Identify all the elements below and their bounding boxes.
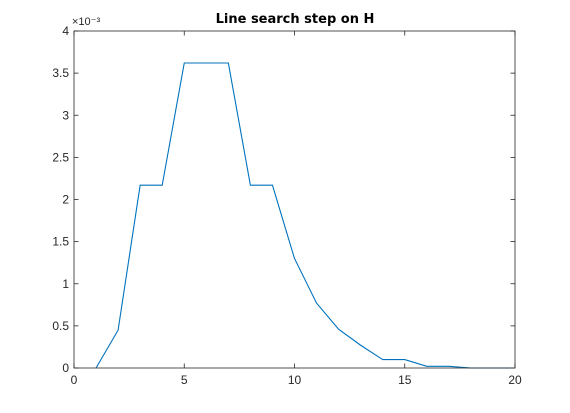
y-tick-label: 0.5 xyxy=(52,319,69,333)
plot-area-box xyxy=(73,30,516,369)
y-tick-label: 3 xyxy=(62,108,69,122)
y-tick-label: 1.5 xyxy=(52,235,69,249)
chart-title: Line search step on H xyxy=(216,12,375,27)
y-tick-label: 4 xyxy=(62,24,69,38)
y-tick-label: 2.5 xyxy=(52,150,69,164)
y-exponent-label: ×10⁻³ xyxy=(72,16,100,28)
y-tick-label: 0 xyxy=(62,361,69,375)
x-tick-label: 10 xyxy=(288,373,302,387)
x-tick-label: 5 xyxy=(181,373,188,387)
series-line-0 xyxy=(95,62,515,369)
y-tick-label: 1 xyxy=(62,277,69,291)
x-tick-label: 0 xyxy=(71,373,78,387)
series-layer xyxy=(95,62,515,369)
y-tick-label: 2 xyxy=(62,193,69,207)
x-tick-label: 20 xyxy=(508,373,522,387)
y-tick-label: 3.5 xyxy=(52,66,69,80)
x-tick-label: 15 xyxy=(398,373,412,387)
axis-ticks: 0 5 10 15 20 0 0.5 1 1.5 2 2.5 3 3.5 4 xyxy=(52,24,522,387)
